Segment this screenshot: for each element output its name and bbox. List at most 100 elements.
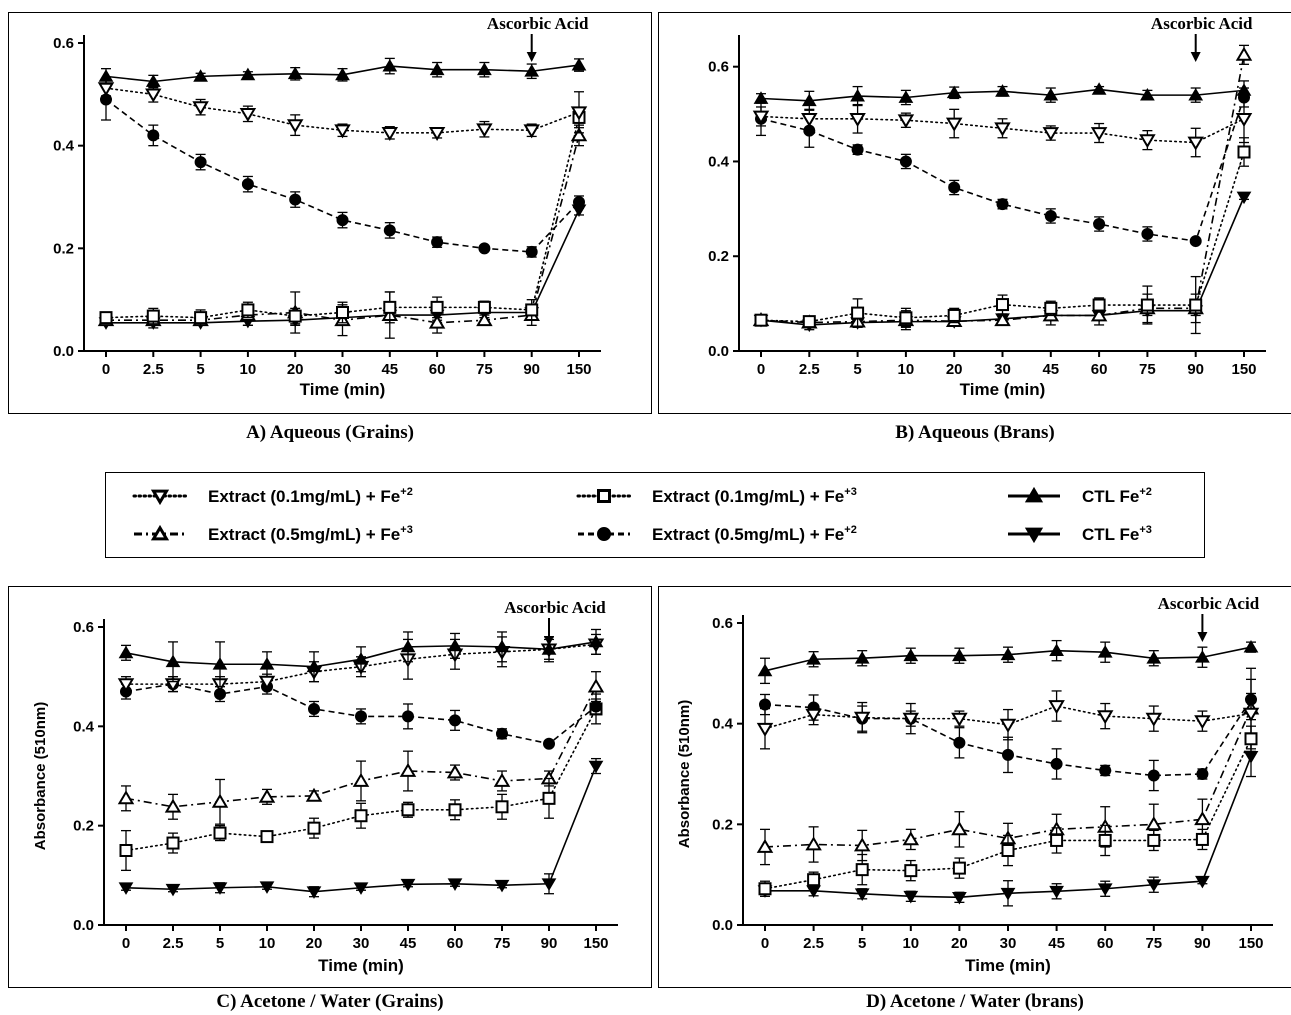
x-tick-label: 60 — [1097, 935, 1114, 952]
x-tick-label: 2.5 — [803, 935, 824, 952]
data-point — [1187, 136, 1204, 151]
data-point — [807, 873, 821, 887]
data-point — [952, 861, 966, 875]
data-point — [1235, 46, 1253, 61]
data-point — [241, 178, 254, 191]
y-tick-label: 0.4 — [708, 153, 730, 170]
data-point — [211, 793, 229, 808]
data-point — [1195, 875, 1210, 889]
x-axis-title: Time (min) — [965, 956, 1051, 975]
data-point — [287, 66, 303, 80]
x-tick-label: 45 — [1048, 935, 1065, 952]
data-point — [1237, 145, 1251, 159]
data-point — [753, 91, 769, 104]
data-point — [1000, 887, 1016, 901]
series-line — [105, 116, 580, 319]
data-point — [117, 678, 135, 693]
data-point — [118, 645, 134, 659]
data-point — [951, 821, 968, 836]
data-point — [1147, 833, 1161, 847]
data-point — [995, 84, 1010, 97]
x-tick-label: 0 — [122, 935, 130, 952]
series-ctl-fe2 — [757, 639, 1259, 685]
data-point — [754, 313, 768, 327]
data-point — [381, 126, 399, 141]
data-point — [758, 882, 772, 896]
y-tick-label: 0.2 — [53, 240, 74, 257]
data-point — [801, 112, 818, 127]
data-point — [946, 85, 962, 99]
data-point — [477, 62, 492, 76]
caption-a: A) Aqueous (Grains) — [246, 422, 414, 443]
data-point — [1042, 127, 1060, 142]
data-point — [952, 891, 967, 905]
annotation-label: Ascorbic Acid — [1151, 14, 1253, 33]
series-ext05-fe2 — [100, 78, 585, 258]
series-ext05-fe2 — [755, 87, 1250, 248]
data-point — [590, 700, 602, 713]
data-point — [1097, 645, 1113, 658]
data-point — [1146, 879, 1162, 892]
data-point — [996, 198, 1009, 211]
series-ext01-fe3 — [754, 137, 1251, 335]
data-point — [849, 112, 866, 127]
data-point — [336, 306, 349, 319]
y-tick-label: 0.6 — [712, 615, 733, 632]
x-tick-label: 75 — [1145, 935, 1162, 952]
legend-label: Extract (0.1mg/mL) + Fe+3 — [652, 486, 857, 506]
data-point — [1189, 298, 1203, 312]
x-tick-label: 0 — [102, 361, 110, 378]
data-point — [353, 652, 369, 665]
x-tick-label: 75 — [476, 361, 493, 378]
data-point — [400, 639, 416, 653]
x-tick-label: 150 — [583, 935, 608, 952]
data-point — [573, 196, 585, 209]
x-tick-label: 90 — [541, 935, 558, 952]
series-line — [764, 737, 1252, 890]
data-point — [1097, 883, 1113, 896]
x-tick-label: 5 — [858, 935, 866, 952]
legend-marker — [1024, 486, 1044, 503]
data-point — [1048, 700, 1065, 715]
data-point — [355, 710, 367, 723]
data-point — [494, 879, 510, 893]
chart-a: 0.0 0.2 0.4 0.6 0 2.5 5 10 20 30 45 60 75 90 150 Time (… — [53, 14, 601, 399]
data-point — [903, 890, 919, 904]
data-point — [447, 878, 463, 891]
data-point — [1141, 227, 1154, 240]
legend-label: Extract (0.5mg/mL) + Fe+2 — [652, 524, 857, 544]
x-axis-title: Time (min) — [960, 380, 1046, 399]
x-axis-title: Time (min) — [318, 956, 404, 975]
data-point — [146, 309, 160, 323]
y-tick-label: 0.2 — [712, 816, 733, 833]
data-point — [1244, 732, 1258, 746]
data-point — [496, 727, 508, 740]
data-point — [446, 764, 464, 779]
series-ext01-fe2 — [756, 690, 1260, 750]
panel-d: 0.0 0.2 0.4 0.6 0 2.5 5 10 20 30 45 60 75 90 150 Time (… — [658, 586, 1291, 988]
data-point — [259, 881, 275, 894]
legend-marker — [150, 524, 170, 541]
data-point — [194, 156, 207, 169]
data-point — [541, 878, 557, 891]
data-point — [400, 878, 416, 892]
data-point — [241, 303, 255, 317]
x-tick-label: 5 — [853, 361, 861, 378]
data-point — [288, 309, 302, 323]
data-point — [1050, 757, 1063, 770]
x-tick-label: 2.5 — [143, 361, 164, 378]
series-ctl-fe2 — [753, 80, 1252, 111]
data-point — [570, 127, 588, 142]
data-point — [805, 836, 822, 851]
annotation-arrow-head — [1197, 632, 1208, 642]
data-point — [240, 67, 256, 81]
data-point — [117, 790, 135, 805]
data-point — [401, 803, 415, 817]
data-point — [495, 800, 509, 814]
data-point — [118, 882, 134, 895]
data-point — [996, 298, 1009, 312]
axes: 0.0 0.2 0.4 0.6 0 2.5 5 10 20 30 45 60 75 90 150 Time (… — [53, 35, 601, 399]
legend-symbol — [576, 489, 632, 503]
legend-label: CTL Fe+3 — [1082, 524, 1152, 544]
legend-glyph — [134, 524, 186, 541]
